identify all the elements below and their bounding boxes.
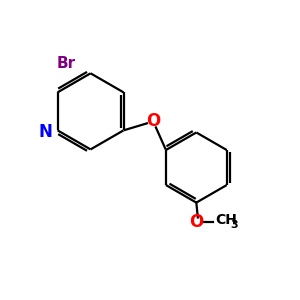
Text: O: O	[189, 213, 203, 231]
Text: Br: Br	[57, 56, 76, 71]
Text: CH: CH	[216, 213, 238, 227]
Text: 3: 3	[230, 220, 238, 230]
Text: N: N	[38, 123, 52, 141]
Text: O: O	[146, 112, 160, 130]
